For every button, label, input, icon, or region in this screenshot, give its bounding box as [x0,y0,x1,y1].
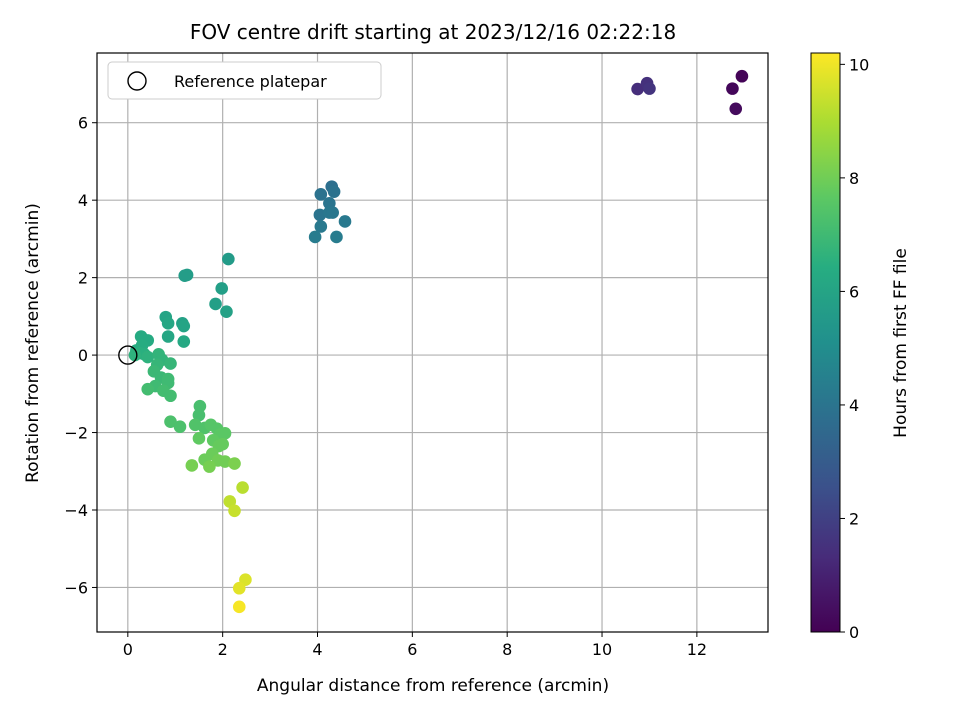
data-point [141,350,155,364]
data-point [313,208,327,222]
data-point [729,102,743,116]
data-point [314,220,328,233]
data-points [118,69,749,614]
data-point [216,437,229,451]
data-point [128,348,142,362]
x-axis-label: Angular distance from reference (arcmin) [257,676,609,696]
x-tick-label: 6 [407,640,417,659]
plot-frame [96,52,769,633]
x-tick-label: 8 [502,640,512,659]
data-point [218,427,232,440]
x-tick-label: 4 [312,640,322,659]
data-point [161,330,175,343]
data-point [338,215,352,228]
x-tick-label: 2 [218,640,228,659]
data-point [173,420,187,434]
data-point [177,335,191,348]
data-point [308,230,322,244]
x-tick-label: 12 [687,640,707,659]
x-tick-label: 0 [123,640,133,659]
colorbar-tick-label: 0 [849,623,859,642]
data-point [203,460,216,473]
data-point [643,82,656,95]
x-tick-label: 10 [592,640,612,659]
data-point [330,230,343,244]
legend-label-reference: Reference platepar [174,72,327,91]
legend: Reference platepar [107,61,382,100]
y-tick-label: −6 [64,578,88,597]
colorbar-tick-label: 4 [849,396,859,415]
data-point [726,82,739,95]
data-point [228,504,241,518]
y-tick-label: 2 [78,269,88,288]
data-point [185,459,199,472]
legend-marker-reference [127,71,147,91]
reference-marker [118,345,138,365]
data-point [326,206,339,219]
colorbar-gradient [810,52,841,633]
data-point [177,319,191,333]
y-tick-label: −2 [64,424,88,443]
grid [97,53,768,632]
data-point [228,457,241,470]
chart-title: FOV centre drift starting at 2023/12/16 … [190,20,676,44]
colorbar-tick-label: 2 [849,509,859,528]
data-point [232,581,246,595]
colorbar-tick-label: 10 [849,55,869,74]
colorbar-tick-label: 8 [849,169,859,188]
data-point [218,455,232,468]
data-point [164,357,177,370]
data-point [192,432,206,445]
data-point [209,297,222,311]
colorbar-ticks: 0 2 4 6 8 10 [840,55,869,642]
colorbar: 0 2 4 6 8 10 Hours from first FF file [810,52,911,642]
colorbar-label: Hours from first FF file [891,248,911,438]
data-point [161,317,175,330]
y-tick-label: 0 [78,346,88,365]
data-point [735,69,749,83]
data-point [215,282,229,295]
data-point [223,495,237,508]
axis-ticks: 0 2 4 6 8 10 12 −6 −4 −2 0 2 4 6 [64,114,707,659]
data-point [178,269,192,282]
data-point [164,389,177,403]
y-tick-label: 6 [78,114,88,133]
data-point [220,305,233,319]
y-tick-label: −4 [64,501,88,520]
data-point [236,481,249,494]
colorbar-tick-label: 6 [849,282,859,301]
data-point [232,600,246,614]
data-point [192,408,206,422]
y-tick-label: 4 [78,191,88,210]
y-axis-label: Rotation from reference (arcmin) [23,203,43,483]
legend-box [107,61,382,100]
data-point [327,185,341,198]
data-point [188,418,202,432]
data-point [222,252,235,266]
data-point [314,188,328,201]
data-point [631,82,644,96]
data-point [164,415,177,429]
data-point [141,382,155,396]
